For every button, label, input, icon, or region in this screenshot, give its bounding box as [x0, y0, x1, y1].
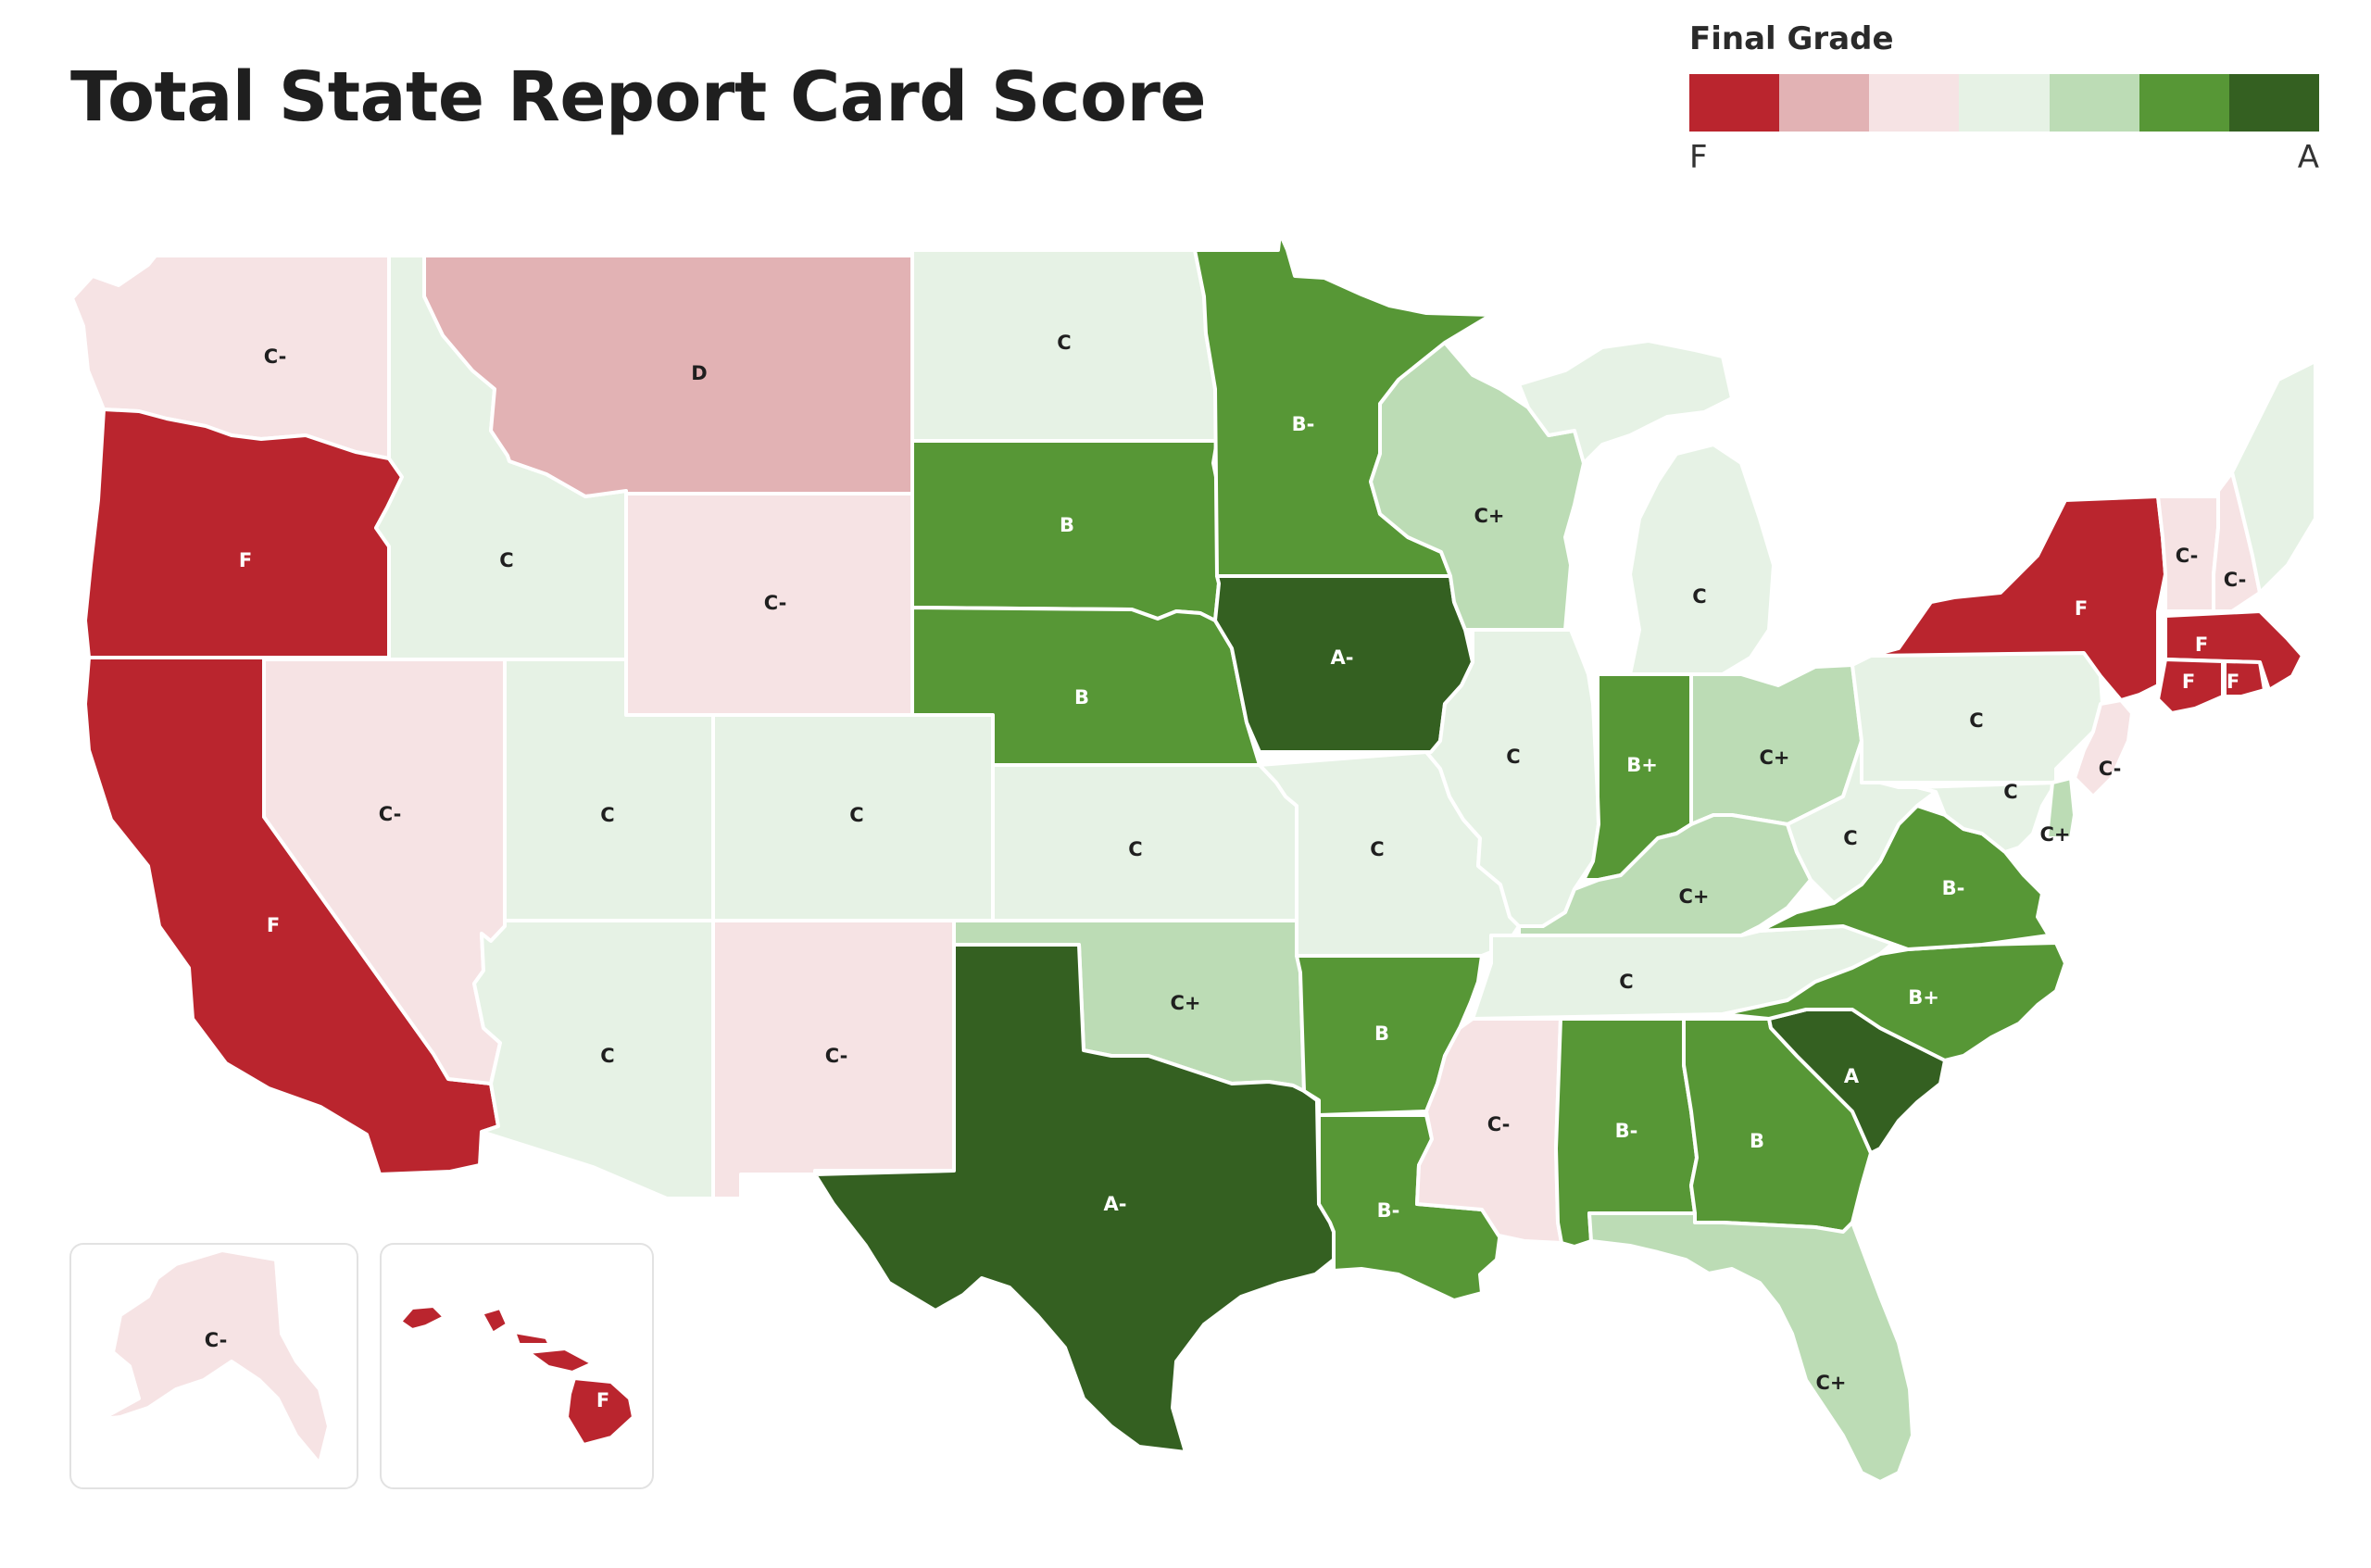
grade-label-TX: A- [1104, 1193, 1127, 1215]
legend-swatch [2139, 74, 2229, 132]
grade-label-LA: B- [1377, 1199, 1400, 1222]
legend-min-label: F [1689, 139, 1708, 176]
grade-label-CO: C [849, 804, 863, 826]
state-WI[interactable] [1369, 341, 1586, 632]
grade-label-RI: F [2227, 671, 2239, 693]
grade-label-WV: C [1843, 827, 1857, 849]
grade-label-FL: C+ [1815, 1372, 1846, 1394]
grade-label-IL: C [1506, 746, 1520, 768]
grade-label-UT: C [600, 804, 614, 826]
state-IL[interactable] [1424, 628, 1600, 928]
grade-label-MA: F [2195, 633, 2208, 656]
state-ME[interactable] [2230, 359, 2317, 595]
state-NJ[interactable] [2073, 698, 2134, 798]
legend-swatch [1959, 74, 2050, 132]
legend-max-label: A [2297, 139, 2319, 176]
grade-label-MT: D [691, 362, 707, 384]
state-AK[interactable] [100, 1248, 331, 1465]
state-RI[interactable] [2223, 659, 2266, 698]
grade-label-ID: C [499, 549, 513, 571]
grade-label-AL: B- [1615, 1120, 1638, 1142]
legend-swatch [1779, 74, 1870, 132]
grade-label-PA: C [1969, 709, 1983, 732]
state-MD[interactable] [1915, 781, 2058, 854]
grade-label-KS: C [1128, 838, 1142, 860]
state-TX[interactable] [813, 943, 1336, 1454]
grade-label-NJ: C- [2099, 758, 2122, 780]
grade-label-WA: C- [264, 345, 287, 368]
legend-color-scale [1689, 74, 2319, 132]
state-MI[interactable] [1517, 339, 1775, 676]
legend-swatch [1689, 74, 1780, 132]
legend-swatch [2049, 74, 2139, 132]
state-HI[interactable] [398, 1304, 635, 1447]
legend-swatch [1869, 74, 1960, 132]
legend-title: Final Grade [1689, 20, 1894, 57]
grade-label-CT: F [2182, 671, 2195, 693]
grade-label-MS: C- [1487, 1113, 1511, 1135]
grade-label-MI: C [1692, 585, 1706, 608]
state-NC[interactable] [1721, 941, 2067, 1062]
grade-label-MO: C [1370, 838, 1384, 860]
state-DE[interactable] [2045, 776, 2076, 840]
grade-label-MN: B- [1292, 413, 1315, 435]
grade-label-MD: C [2003, 781, 2017, 803]
grade-label-AZ: C [600, 1045, 614, 1067]
grade-label-CA: F [267, 914, 280, 936]
grade-label-NM: C- [825, 1045, 848, 1067]
legend-swatch [2228, 74, 2319, 132]
state-WV[interactable] [1786, 739, 1938, 905]
map-title: Total State Report Card Score [70, 57, 1207, 137]
grade-label-NH: C- [2224, 569, 2247, 591]
grade-label-AK: C- [205, 1329, 228, 1351]
grade-label-KY: C+ [1678, 885, 1709, 908]
grade-label-IN: B+ [1626, 754, 1658, 776]
grade-label-DE: C+ [2039, 823, 2070, 846]
grade-label-WI: C+ [1474, 505, 1504, 527]
grade-label-ND: C [1057, 332, 1071, 354]
legend: Final Grade F A [1689, 20, 2319, 187]
state-FL[interactable] [1587, 1211, 1914, 1484]
grade-label-WY: C- [764, 592, 787, 614]
grade-label-IA: A- [1331, 646, 1354, 669]
state-AZ[interactable] [472, 919, 715, 1200]
grade-label-HI: F [596, 1389, 609, 1411]
grade-label-SD: B [1060, 514, 1074, 536]
hawaii-inset-box [380, 1243, 654, 1489]
grade-label-GA: B [1750, 1130, 1764, 1152]
grade-label-VA: B- [1942, 877, 1965, 899]
grade-label-OR: F [239, 549, 252, 571]
grade-label-TN: C [1619, 971, 1633, 993]
grade-label-AR: B [1374, 1022, 1389, 1045]
grade-label-NC: B+ [1908, 986, 1939, 1009]
grade-label-SC: A [1844, 1065, 1860, 1087]
state-KS[interactable] [991, 763, 1298, 922]
grade-label-OH: C+ [1759, 746, 1789, 769]
grade-label-NE: B [1074, 686, 1089, 709]
grade-label-VT: C- [2176, 545, 2199, 567]
grade-label-OK: C+ [1170, 992, 1200, 1014]
grade-label-NY: F [2075, 597, 2088, 620]
grade-label-NV: C- [379, 803, 402, 825]
